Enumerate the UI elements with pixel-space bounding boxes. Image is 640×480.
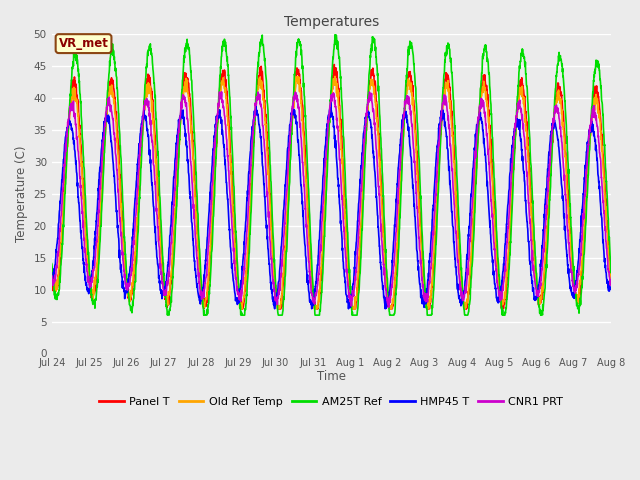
Line: CNR1 PRT: CNR1 PRT xyxy=(52,92,611,307)
X-axis label: Time: Time xyxy=(317,370,346,383)
Panel T xyxy=(494,275,502,281)
AM25T Ref xyxy=(348,309,356,314)
Old Ref Temp xyxy=(348,305,356,311)
Panel T xyxy=(558,104,566,110)
AM25T Ref xyxy=(164,312,172,318)
HMP45 T xyxy=(271,306,278,312)
Panel T xyxy=(360,167,368,172)
CNR1 PRT xyxy=(494,285,502,290)
CNR1 PRT xyxy=(360,145,367,151)
Line: HMP45 T: HMP45 T xyxy=(52,103,611,309)
CNR1 PRT xyxy=(558,139,566,145)
AM25T Ref xyxy=(573,300,581,306)
Line: Panel T: Panel T xyxy=(52,64,611,309)
CNR1 PRT xyxy=(385,304,392,310)
HMP45 T xyxy=(573,267,581,273)
Legend: Panel T, Old Ref Temp, AM25T Ref, HMP45 T, CNR1 PRT: Panel T, Old Ref Temp, AM25T Ref, HMP45 … xyxy=(95,393,568,412)
Panel T xyxy=(607,272,614,277)
HMP45 T xyxy=(360,128,368,134)
CNR1 PRT xyxy=(348,300,355,305)
AM25T Ref xyxy=(360,183,368,189)
Y-axis label: Temperature (C): Temperature (C) xyxy=(15,145,28,242)
HMP45 T xyxy=(348,292,356,298)
AM25T Ref xyxy=(204,302,212,308)
Line: AM25T Ref: AM25T Ref xyxy=(52,35,611,315)
Old Ref Temp xyxy=(331,73,339,79)
AM25T Ref xyxy=(48,261,56,266)
Old Ref Temp xyxy=(237,306,245,312)
Text: VR_met: VR_met xyxy=(59,37,109,50)
Panel T xyxy=(573,295,581,301)
CNR1 PRT xyxy=(218,89,225,95)
Panel T xyxy=(348,304,356,310)
Line: Old Ref Temp: Old Ref Temp xyxy=(52,76,611,309)
Old Ref Temp xyxy=(494,277,502,283)
HMP45 T xyxy=(204,234,211,240)
Old Ref Temp xyxy=(558,107,566,113)
Old Ref Temp xyxy=(48,274,56,280)
HMP45 T xyxy=(48,280,56,286)
HMP45 T xyxy=(494,300,502,306)
Old Ref Temp xyxy=(204,280,211,286)
Panel T xyxy=(200,306,207,312)
CNR1 PRT xyxy=(204,252,211,258)
AM25T Ref xyxy=(494,259,502,265)
HMP45 T xyxy=(327,100,335,106)
Panel T xyxy=(204,288,212,293)
Title: Temperatures: Temperatures xyxy=(284,15,379,29)
Panel T xyxy=(330,61,338,67)
Old Ref Temp xyxy=(360,167,368,173)
CNR1 PRT xyxy=(573,279,581,285)
AM25T Ref xyxy=(607,270,614,276)
AM25T Ref xyxy=(332,32,339,37)
CNR1 PRT xyxy=(607,281,614,287)
HMP45 T xyxy=(558,184,566,190)
Old Ref Temp xyxy=(573,293,581,299)
AM25T Ref xyxy=(558,63,566,69)
HMP45 T xyxy=(607,286,614,291)
Panel T xyxy=(48,271,56,276)
CNR1 PRT xyxy=(48,275,56,280)
Old Ref Temp xyxy=(607,277,614,283)
